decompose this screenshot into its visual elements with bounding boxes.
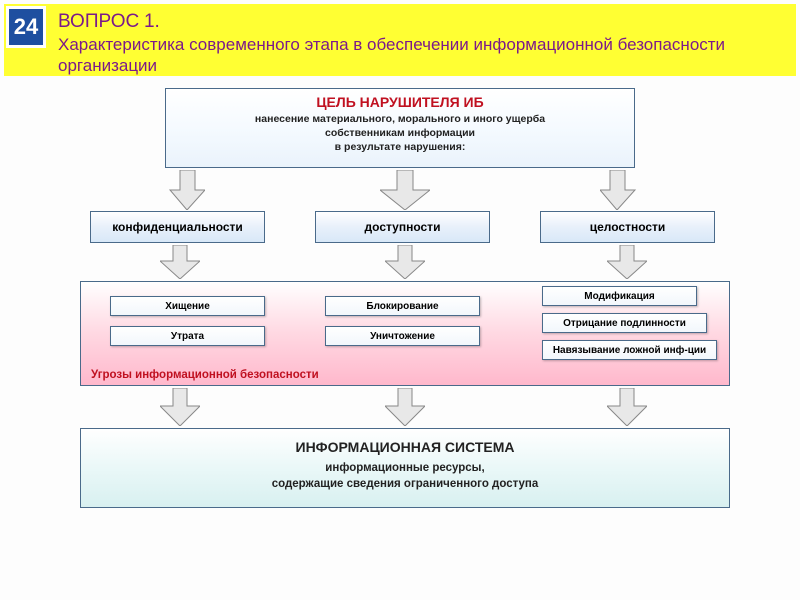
goal-title: ЦЕЛЬ НАРУШИТЕЛЯ ИБ [174, 94, 626, 110]
arrow-goal-to-avail [380, 170, 430, 210]
question-number: 1. [144, 11, 160, 32]
arrow-threats-to-system-2 [385, 388, 425, 426]
property-integrity: целостности [540, 211, 715, 243]
goal-line1: нанесение материального, морального и ин… [174, 112, 626, 126]
property-confidentiality: конфиденциальности [90, 211, 265, 243]
arrow-threats-to-system-1 [160, 388, 200, 426]
threat-loss: Утрата [110, 326, 265, 346]
threat-modification: Модификация [542, 286, 697, 306]
system-line1: информационные ресурсы, [81, 461, 729, 477]
goal-line3: в результате нарушения: [174, 140, 626, 154]
threat-blocking: Блокирование [325, 296, 480, 316]
arrow-avail-to-threats [385, 245, 425, 279]
arrow-threats-to-system-3 [607, 388, 647, 426]
goal-box: ЦЕЛЬ НАРУШИТЕЛЯ ИБ нанесение материально… [165, 88, 635, 168]
goal-line2: собственникам информации [174, 126, 626, 140]
system-line2: содержащие сведения ограниченного доступ… [81, 477, 729, 493]
threat-repudiation: Отрицание подлинности [542, 313, 707, 333]
arrow-integ-to-threats [607, 245, 647, 279]
threat-destruction: Уничтожение [325, 326, 480, 346]
threats-label: Угрозы информационной безопасности [91, 369, 319, 381]
question-prefix: ВОПРОС [58, 11, 139, 32]
header-text: ВОПРОС 1. Характеристика современного эт… [48, 4, 796, 82]
arrow-goal-to-conf [155, 170, 205, 210]
header: 24 ВОПРОС 1. Характеристика современного… [4, 4, 796, 76]
header-title: Характеристика современного этапа в обес… [58, 35, 725, 75]
arrow-conf-to-threats [160, 245, 200, 279]
system-title: ИНФОРМАЦИОННАЯ СИСТЕМА [81, 439, 729, 455]
property-availability: доступности [315, 211, 490, 243]
diagram: ЦЕЛЬ НАРУШИТЕЛЯ ИБ нанесение материально… [45, 88, 755, 588]
slide-number-badge: 24 [6, 6, 46, 48]
threat-false-info: Навязывание ложной инф-ции [542, 340, 717, 360]
threat-theft: Хищение [110, 296, 265, 316]
arrow-goal-to-integ [600, 170, 650, 210]
system-box: ИНФОРМАЦИОННАЯ СИСТЕМА информационные ре… [80, 428, 730, 508]
